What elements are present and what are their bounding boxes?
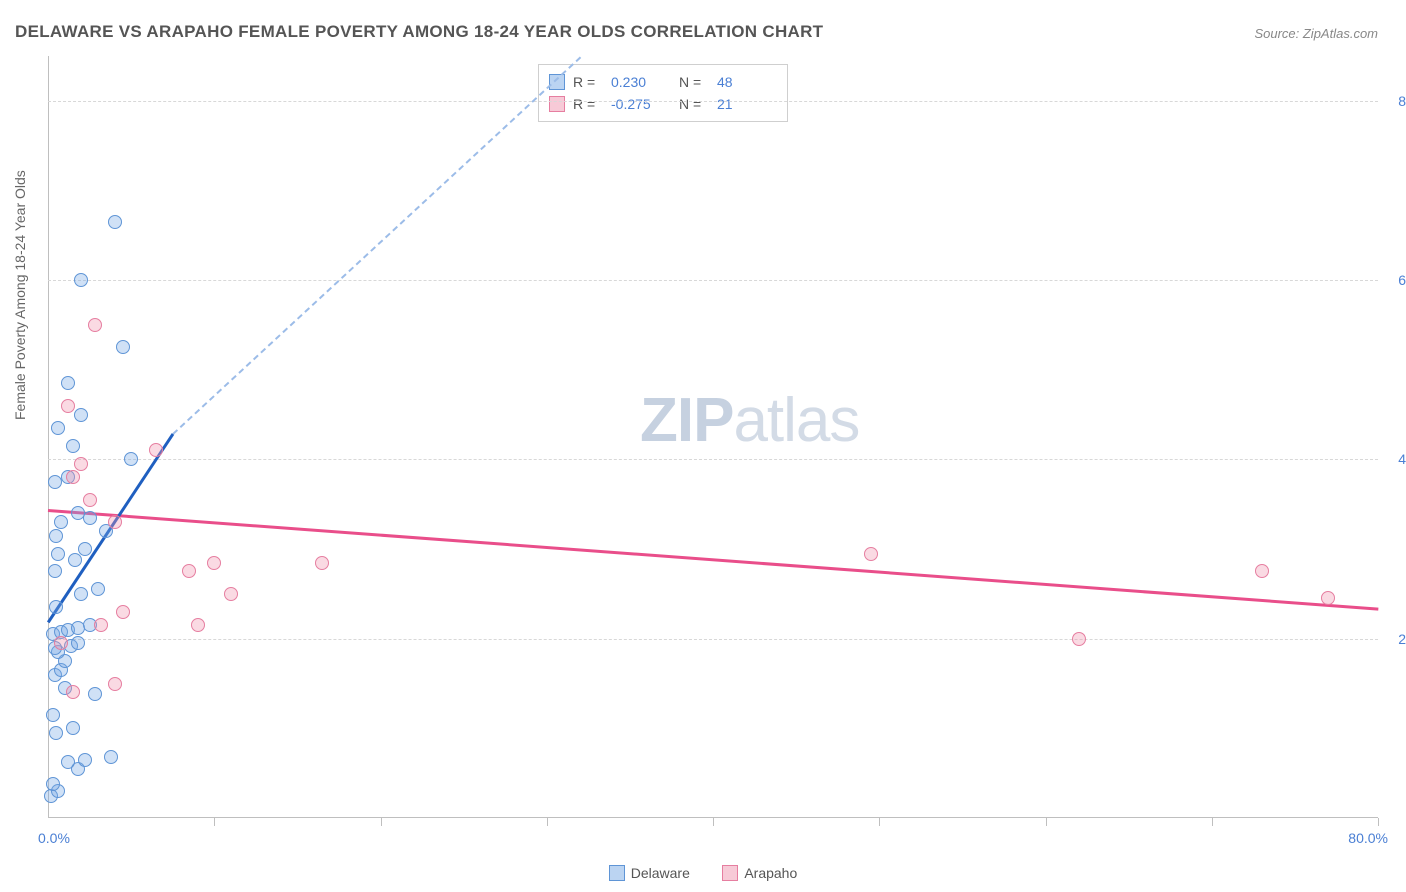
x-tick xyxy=(1378,818,1379,826)
data-point-series1 xyxy=(54,515,68,529)
trendline-series2 xyxy=(48,509,1378,610)
data-point-series2 xyxy=(207,556,221,570)
data-point-series1 xyxy=(66,439,80,453)
data-point-series1 xyxy=(61,755,75,769)
x-origin-label: 0.0% xyxy=(38,830,70,846)
y-tick-label: 20.0% xyxy=(1378,631,1406,647)
x-max-label: 80.0% xyxy=(1348,830,1388,846)
gridline xyxy=(48,280,1378,281)
data-point-series2 xyxy=(224,587,238,601)
data-point-series2 xyxy=(149,443,163,457)
gridline xyxy=(48,101,1378,102)
data-point-series1 xyxy=(61,376,75,390)
x-tick xyxy=(713,818,714,826)
data-point-series1 xyxy=(51,547,65,561)
stat-row-series2: R = -0.275 N = 21 xyxy=(549,93,777,115)
swatch-series2-icon xyxy=(549,96,565,112)
data-point-series1 xyxy=(88,687,102,701)
data-point-series1 xyxy=(48,564,62,578)
legend-item-series1: Delaware xyxy=(609,865,690,881)
y-tick-label: 80.0% xyxy=(1378,93,1406,109)
data-point-series1 xyxy=(91,582,105,596)
data-point-series1 xyxy=(66,721,80,735)
gridline xyxy=(48,639,1378,640)
legend-item-series2: Arapaho xyxy=(722,865,797,881)
y-tick-label: 40.0% xyxy=(1378,451,1406,467)
legend: Delaware Arapaho xyxy=(0,865,1406,886)
data-point-series1 xyxy=(74,408,88,422)
data-point-series2 xyxy=(1072,632,1086,646)
data-point-series1 xyxy=(78,753,92,767)
data-point-series1 xyxy=(46,777,60,791)
y-axis-line xyxy=(48,56,49,818)
chart-title: DELAWARE VS ARAPAHO FEMALE POVERTY AMONG… xyxy=(15,22,823,42)
data-point-series1 xyxy=(46,708,60,722)
data-point-series1 xyxy=(104,750,118,764)
legend-label-series1: Delaware xyxy=(631,865,690,881)
legend-swatch-series2-icon xyxy=(722,865,738,881)
x-tick xyxy=(547,818,548,826)
x-tick xyxy=(381,818,382,826)
n-value-series1: 48 xyxy=(717,71,777,93)
data-point-series1 xyxy=(49,600,63,614)
stat-row-series1: R = 0.230 N = 48 xyxy=(549,71,777,93)
data-point-series2 xyxy=(66,685,80,699)
data-point-series1 xyxy=(49,726,63,740)
data-point-series1 xyxy=(71,636,85,650)
chart-plot-area: 0.0% 80.0% R = 0.230 N = 48 R = -0.275 N… xyxy=(48,56,1378,818)
data-point-series1 xyxy=(68,553,82,567)
r-label: R = xyxy=(573,93,603,115)
data-point-series2 xyxy=(108,515,122,529)
data-point-series2 xyxy=(108,677,122,691)
x-tick xyxy=(214,818,215,826)
data-point-series1 xyxy=(116,340,130,354)
legend-label-series2: Arapaho xyxy=(744,865,797,881)
data-point-series1 xyxy=(74,587,88,601)
data-point-series2 xyxy=(191,618,205,632)
data-point-series1 xyxy=(78,542,92,556)
data-point-series2 xyxy=(66,470,80,484)
data-point-series2 xyxy=(74,457,88,471)
data-point-series2 xyxy=(315,556,329,570)
data-point-series1 xyxy=(124,452,138,466)
data-point-series2 xyxy=(116,605,130,619)
data-point-series2 xyxy=(94,618,108,632)
legend-swatch-series1-icon xyxy=(609,865,625,881)
data-point-series1 xyxy=(48,475,62,489)
y-tick-label: 60.0% xyxy=(1378,272,1406,288)
correlation-stats-box: R = 0.230 N = 48 R = -0.275 N = 21 xyxy=(538,64,788,122)
data-point-series2 xyxy=(864,547,878,561)
n-value-series2: 21 xyxy=(717,93,777,115)
data-point-series2 xyxy=(182,564,196,578)
data-point-series2 xyxy=(88,318,102,332)
y-axis-label: Female Poverty Among 18-24 Year Olds xyxy=(12,170,28,420)
gridline xyxy=(48,459,1378,460)
trendline-series1-dash xyxy=(172,56,581,434)
source-attribution: Source: ZipAtlas.com xyxy=(1254,26,1378,41)
x-tick xyxy=(1046,818,1047,826)
data-point-series1 xyxy=(49,529,63,543)
r-label: R = xyxy=(573,71,603,93)
data-point-series2 xyxy=(1255,564,1269,578)
data-point-series2 xyxy=(61,399,75,413)
r-value-series2: -0.275 xyxy=(611,93,671,115)
n-label: N = xyxy=(679,71,709,93)
data-point-series2 xyxy=(54,636,68,650)
data-point-series2 xyxy=(1321,591,1335,605)
r-value-series1: 0.230 xyxy=(611,71,671,93)
x-tick xyxy=(1212,818,1213,826)
x-tick xyxy=(879,818,880,826)
data-point-series1 xyxy=(74,273,88,287)
data-point-series2 xyxy=(83,493,97,507)
data-point-series1 xyxy=(71,506,85,520)
data-point-series1 xyxy=(108,215,122,229)
n-label: N = xyxy=(679,93,709,115)
data-point-series1 xyxy=(51,421,65,435)
